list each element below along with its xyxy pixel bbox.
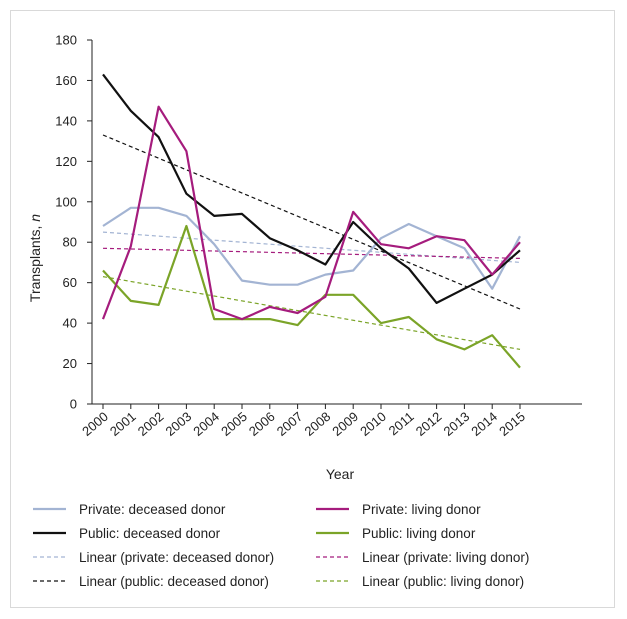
x-tick-label: 2005 [218,409,250,439]
series-line-public-deceased-donor [102,73,521,304]
legend-item-private-living-donor: Private: living donor [316,502,481,517]
x-tick-label: 2001 [107,409,139,439]
legend-label: Linear (private: deceased donor) [79,550,274,565]
legend-label: Linear (private: living donor) [362,550,529,565]
legend-label: Private: deceased donor [79,502,226,517]
y-tick-label: 140 [55,113,77,128]
x-axis-label: Year [326,466,355,482]
x-tick-label: 2002 [135,409,167,439]
series-line-private-deceased-donor [102,206,521,290]
x-tick-label: 2012 [413,409,445,439]
legend-label: Linear (public: deceased donor) [79,574,269,589]
x-tick-label: 2009 [329,409,361,439]
legend-item-public-living-donor: Public: living donor [316,526,476,541]
y-tick-label: 80 [63,235,77,250]
legend-item-linear-public-deceased-donor: Linear (public: deceased donor) [33,574,269,589]
y-tick-label: 0 [70,397,77,412]
series-line-linear-public-deceased-donor [102,134,521,310]
legend-label: Public: living donor [362,526,476,541]
x-tick-label: 2004 [190,409,222,439]
y-tick-label: 60 [63,275,77,290]
legend-label: Private: living donor [362,502,481,517]
y-axis-label: Transplants, n [27,214,43,302]
legend-item-linear-private-living-donor: Linear (private: living donor) [316,550,529,565]
x-tick-label: 2003 [163,409,195,439]
y-axis: 0 20 40 60 80 100 120 140 160 180 [55,33,93,412]
x-tick-label: 2011 [386,409,417,438]
y-tick-label: 40 [63,316,77,331]
y-tick-label: 120 [55,154,77,169]
series-line-linear-public-living-donor [102,276,521,350]
x-tick-label: 2006 [246,409,278,439]
x-tick-label: 2008 [302,409,334,439]
y-tick-label: 160 [55,73,77,88]
x-tick-label: 2010 [357,409,389,439]
y-tick-label: 20 [63,356,77,371]
legend-item-linear-public-living-donor: Linear (public: living donor) [316,574,524,589]
legend-label: Public: deceased donor [79,526,221,541]
y-tick-label: 180 [55,33,77,48]
x-tick-label: 2013 [441,409,473,439]
x-tick-label: 2007 [274,409,306,439]
x-tick-label: 2015 [496,409,528,439]
legend-item-private-deceased-donor: Private: deceased donor [33,502,226,517]
series-line-private-living-donor [101,105,521,321]
legend: Private: deceased donor Private: living d… [33,502,529,589]
x-axis: 2000200120022003200420052006200720082009… [79,403,582,439]
series-layer [101,73,521,369]
x-tick-label: 2000 [79,409,111,439]
legend-item-linear-private-deceased-donor: Linear (private: deceased donor) [33,550,274,565]
series-line-public-living-donor [102,224,521,369]
x-tick-label: 2014 [468,409,500,439]
legend-item-public-deceased-donor: Public: deceased donor [33,526,221,541]
legend-label: Linear (public: living donor) [362,574,524,589]
y-tick-label: 100 [55,194,77,209]
